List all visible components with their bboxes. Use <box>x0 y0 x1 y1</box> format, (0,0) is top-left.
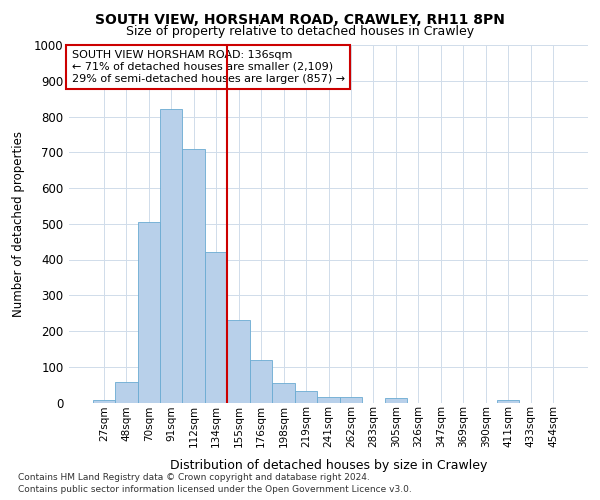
Bar <box>272 383 295 402</box>
Y-axis label: Number of detached properties: Number of detached properties <box>13 130 25 317</box>
Text: Contains HM Land Registry data © Crown copyright and database right 2024.: Contains HM Land Registry data © Crown c… <box>18 472 370 482</box>
Bar <box>160 110 182 403</box>
Text: SOUTH VIEW HORSHAM ROAD: 136sqm
← 71% of detached houses are smaller (2,109)
29%: SOUTH VIEW HORSHAM ROAD: 136sqm ← 71% of… <box>71 50 345 84</box>
Text: Size of property relative to detached houses in Crawley: Size of property relative to detached ho… <box>126 25 474 38</box>
Bar <box>182 148 205 402</box>
Text: SOUTH VIEW, HORSHAM ROAD, CRAWLEY, RH11 8PN: SOUTH VIEW, HORSHAM ROAD, CRAWLEY, RH11 … <box>95 12 505 26</box>
Bar <box>497 400 520 402</box>
Bar <box>250 360 272 403</box>
Bar <box>205 252 227 402</box>
Bar <box>137 222 160 402</box>
Bar <box>317 397 340 402</box>
Bar <box>227 320 250 402</box>
Bar <box>340 397 362 402</box>
Text: Contains public sector information licensed under the Open Government Licence v3: Contains public sector information licen… <box>18 485 412 494</box>
X-axis label: Distribution of detached houses by size in Crawley: Distribution of detached houses by size … <box>170 458 487 471</box>
Bar <box>295 391 317 402</box>
Bar <box>385 398 407 402</box>
Bar <box>115 382 137 402</box>
Bar <box>92 400 115 402</box>
